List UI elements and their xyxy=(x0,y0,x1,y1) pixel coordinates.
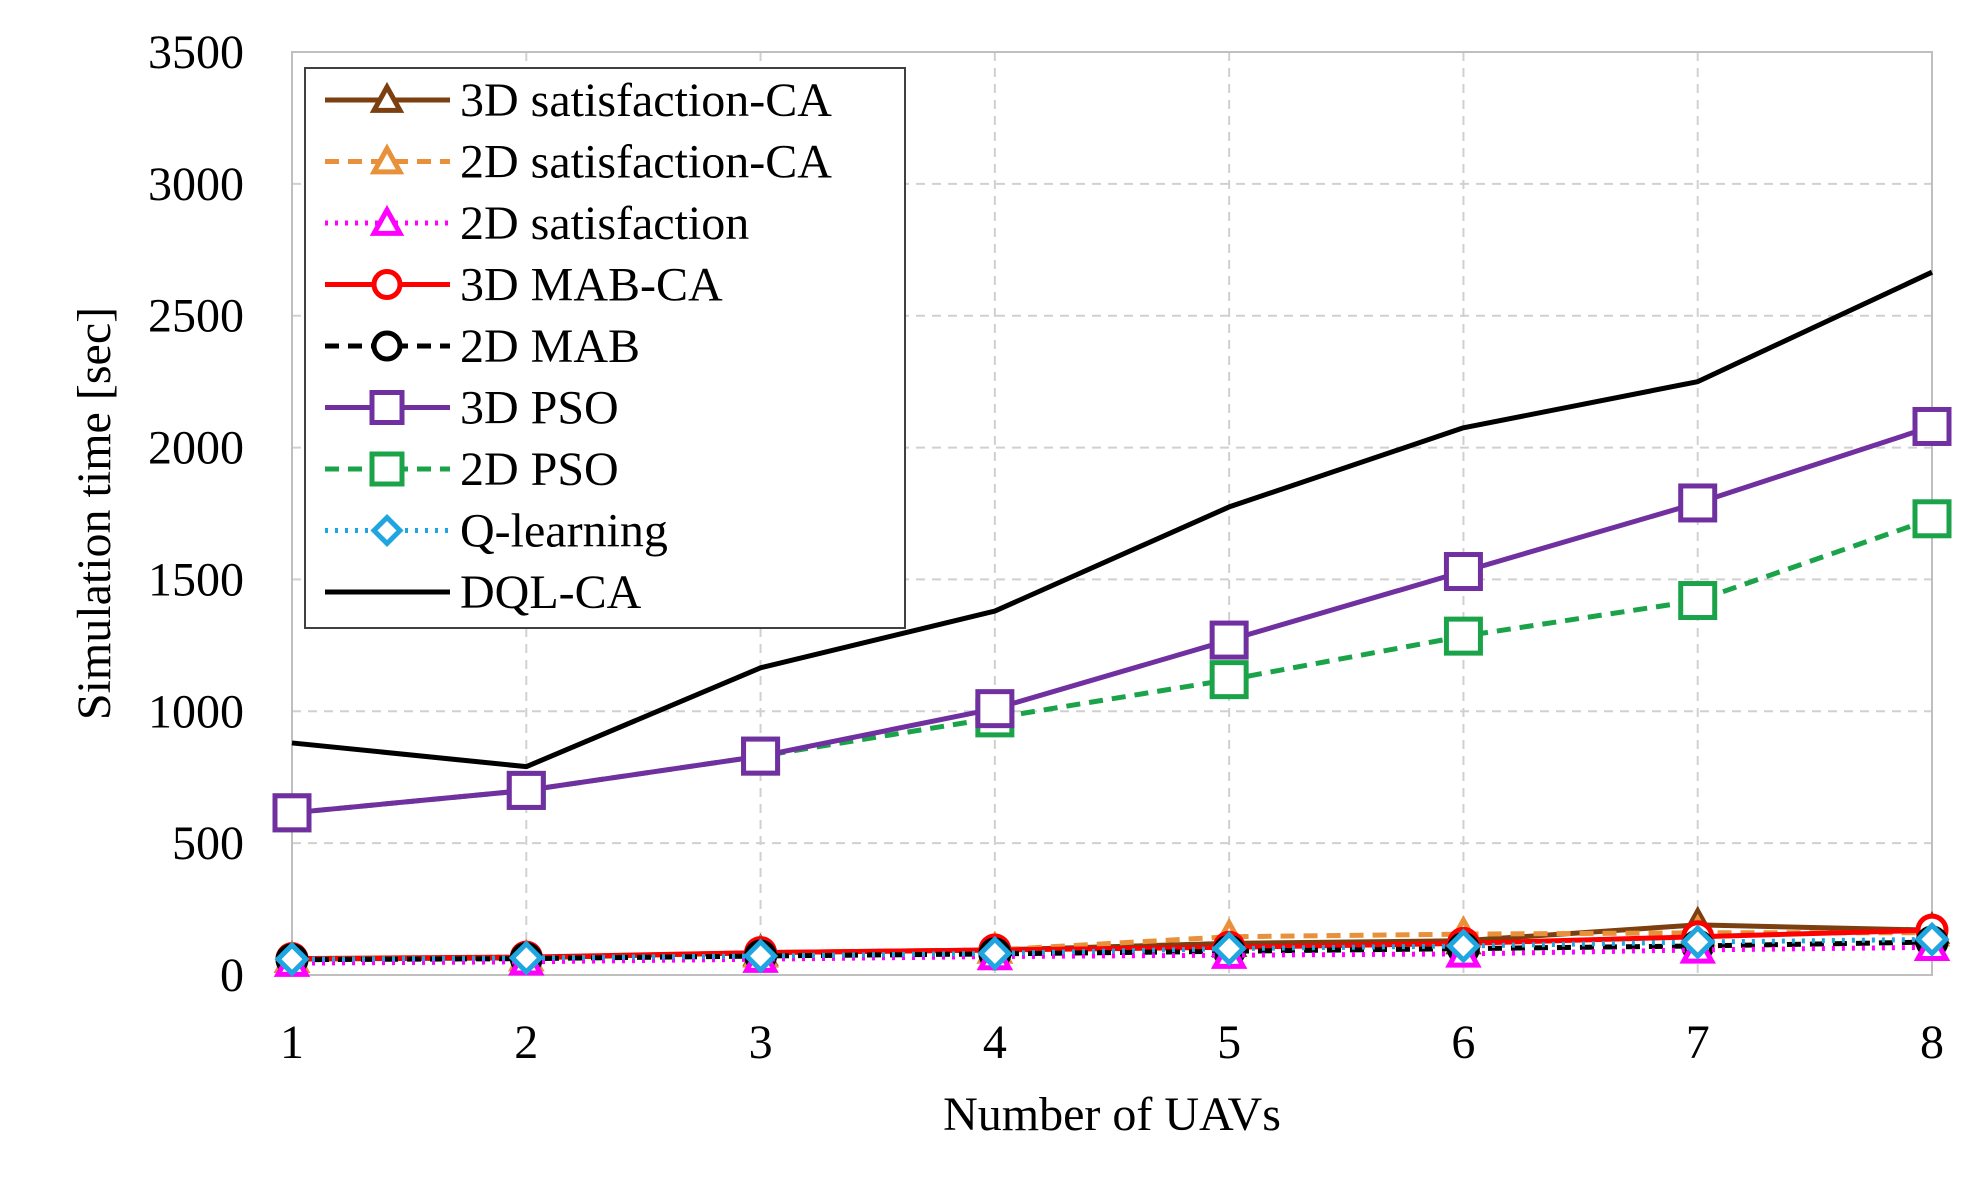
x-tick-label: 5 xyxy=(1217,1016,1241,1069)
legend-item: 2D PSO xyxy=(325,443,619,496)
y-tick-label: 1500 xyxy=(148,553,244,606)
data-point xyxy=(741,736,781,776)
data-point xyxy=(1443,552,1483,592)
legend-label: DQL-CA xyxy=(460,566,642,619)
legend-item: 2D satisfaction-CA xyxy=(325,136,832,189)
series-dql-ca xyxy=(291,269,1934,770)
y-tick-label: 500 xyxy=(172,817,244,870)
y-tick-label: 2500 xyxy=(148,290,244,343)
data-point xyxy=(1914,921,1950,957)
series-line xyxy=(291,936,1933,962)
y-axis-ticks: 0 500 1000 1500 2000 2500 3000 3500 xyxy=(148,26,244,1002)
x-tick-label: 4 xyxy=(983,1016,1007,1069)
data-point xyxy=(975,689,1015,729)
legend-marker xyxy=(369,451,405,487)
x-axis-ticks: 1 2 3 4 5 6 7 8 xyxy=(280,1016,1944,1069)
data-point xyxy=(743,938,779,974)
legend-label: 3D satisfaction-CA xyxy=(460,74,832,127)
y-tick-label: 3000 xyxy=(148,158,244,211)
data-point xyxy=(1211,931,1247,967)
legend-item: 3D PSO xyxy=(325,382,619,435)
x-tick-label: 2 xyxy=(514,1016,538,1069)
legend-label: 2D MAB xyxy=(460,320,640,373)
data-point xyxy=(1445,928,1481,964)
legend-label: 3D PSO xyxy=(460,382,619,435)
legend-item: 2D satisfaction xyxy=(325,197,749,250)
series-line xyxy=(291,269,1934,770)
series-line xyxy=(291,944,1933,966)
y-axis-title: Simulation time [sec] xyxy=(68,307,121,720)
legend-label: Q-learning xyxy=(460,505,668,558)
y-tick-label: 1000 xyxy=(148,685,244,738)
legend-marker xyxy=(369,81,405,113)
series-line xyxy=(291,939,1933,963)
data-point xyxy=(1680,924,1716,960)
legend-item: Q-learning xyxy=(325,505,668,558)
legend-marker xyxy=(370,513,404,548)
y-tick-label: 2000 xyxy=(148,422,244,475)
data-point xyxy=(1678,581,1718,621)
data-point xyxy=(1912,499,1952,539)
legend-marker xyxy=(369,143,405,175)
y-tick-label: 0 xyxy=(220,949,244,1002)
legend-item: DQL-CA xyxy=(325,566,642,619)
data-point xyxy=(977,935,1013,971)
legend-marker xyxy=(369,390,405,425)
x-axis-title: Number of UAVs xyxy=(943,1088,1281,1141)
y-tick-label: 3500 xyxy=(148,26,244,79)
series-line xyxy=(291,930,1932,962)
data-point xyxy=(1443,616,1483,656)
data-point xyxy=(274,941,310,977)
legend-item: 2D MAB xyxy=(325,320,640,373)
legend-item: 3D satisfaction-CA xyxy=(325,74,832,127)
series-q-learning xyxy=(274,921,1950,977)
legend-label: 2D satisfaction-CA xyxy=(460,136,832,189)
x-tick-label: 3 xyxy=(749,1016,773,1069)
legend-marker xyxy=(369,204,405,236)
data-point xyxy=(1209,620,1249,660)
legend-label: 3D MAB-CA xyxy=(460,259,723,312)
series-group xyxy=(272,269,1952,977)
data-point xyxy=(506,770,546,810)
data-point xyxy=(1678,483,1718,523)
series-line xyxy=(291,424,1933,816)
series-line xyxy=(291,516,1933,816)
legend-label: 2D satisfaction xyxy=(460,197,749,250)
data-point xyxy=(272,793,312,833)
data-point xyxy=(508,940,544,976)
legend-item: 3D MAB-CA xyxy=(325,259,723,312)
legend-marker xyxy=(371,330,403,362)
legend-marker xyxy=(371,269,403,300)
legend: 3D satisfaction-CA 2D satisfaction-CA 2D s… xyxy=(304,67,906,629)
x-tick-label: 8 xyxy=(1920,1016,1944,1069)
legend-label: 2D PSO xyxy=(460,443,619,496)
x-tick-label: 7 xyxy=(1686,1016,1710,1069)
x-tick-label: 6 xyxy=(1451,1016,1475,1069)
series-3d-pso xyxy=(272,406,1952,833)
x-tick-label: 1 xyxy=(280,1016,304,1069)
data-point xyxy=(1912,406,1952,446)
data-point xyxy=(1209,660,1249,700)
